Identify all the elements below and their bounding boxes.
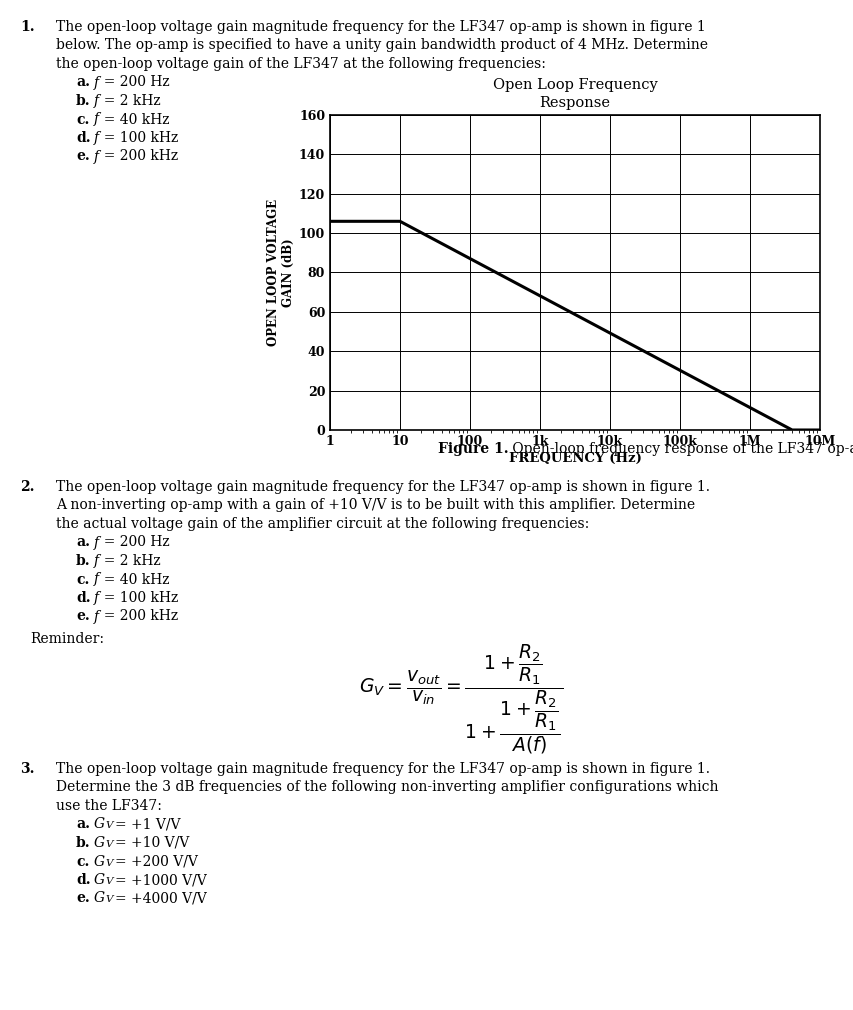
Text: c.: c.	[76, 854, 90, 869]
Text: Determine the 3 dB frequencies of the following non-inverting amplifier configur: Determine the 3 dB frequencies of the fo…	[56, 781, 717, 795]
Text: Open Loop Frequency
Response: Open Loop Frequency Response	[492, 78, 657, 110]
Text: G: G	[94, 836, 105, 850]
Text: c.: c.	[76, 573, 90, 587]
Text: = 200 Hz: = 200 Hz	[101, 535, 170, 549]
Text: = +10 V/V: = +10 V/V	[115, 836, 189, 850]
Text: Figure 1.: Figure 1.	[437, 442, 508, 456]
Text: V: V	[105, 896, 113, 905]
Text: Open-loop frequency response of the LF347 op-amp [1]: Open-loop frequency response of the LF34…	[508, 442, 853, 456]
Text: f: f	[94, 573, 99, 587]
Text: G: G	[94, 892, 105, 906]
Text: f: f	[94, 76, 99, 90]
Text: 2.: 2.	[20, 480, 34, 494]
Text: f: f	[94, 609, 99, 623]
Text: use the LF347:: use the LF347:	[56, 799, 162, 813]
Text: A non-inverting op-amp with a gain of +10 V/V is to be built with this amplifier: A non-inverting op-amp with a gain of +1…	[56, 499, 694, 512]
Text: d.: d.	[76, 131, 90, 145]
Text: Reminder:: Reminder:	[30, 632, 104, 646]
Text: = 2 kHz: = 2 kHz	[101, 554, 160, 568]
Text: = 2 kHz: = 2 kHz	[101, 94, 160, 108]
Text: = 100 kHz: = 100 kHz	[101, 591, 178, 605]
Text: V: V	[105, 821, 113, 830]
Text: V: V	[105, 877, 113, 886]
Text: d.: d.	[76, 591, 90, 605]
Text: a.: a.	[76, 817, 90, 831]
Text: the open-loop voltage gain of the LF347 at the following frequencies:: the open-loop voltage gain of the LF347 …	[56, 57, 545, 71]
Text: = +1 V/V: = +1 V/V	[115, 817, 180, 831]
Text: f: f	[94, 591, 99, 605]
Text: = 200 kHz: = 200 kHz	[101, 149, 178, 164]
Text: = 200 Hz: = 200 Hz	[101, 76, 170, 90]
Text: = 40 kHz: = 40 kHz	[101, 573, 169, 587]
Text: b.: b.	[76, 836, 90, 850]
Text: 3.: 3.	[20, 762, 34, 776]
Text: e.: e.	[76, 892, 90, 906]
Text: f: f	[94, 535, 99, 549]
Text: c.: c.	[76, 112, 90, 126]
Text: = 40 kHz: = 40 kHz	[101, 112, 169, 126]
Text: V: V	[105, 858, 113, 868]
Text: = +4000 V/V: = +4000 V/V	[115, 892, 206, 906]
Text: $G_V = \dfrac{v_{out}}{v_{in}} = \dfrac{1 + \dfrac{R_2}{R_1}}{1 + \dfrac{1 + \df: $G_V = \dfrac{v_{out}}{v_{in}} = \dfrac{…	[359, 642, 562, 755]
Text: = +1000 V/V: = +1000 V/V	[115, 873, 206, 887]
Text: G: G	[94, 817, 105, 831]
Text: a.: a.	[76, 76, 90, 90]
Text: f: f	[94, 149, 99, 164]
X-axis label: FREQUENCY (Hz): FREQUENCY (Hz)	[508, 452, 641, 465]
Text: b.: b.	[76, 94, 90, 108]
Text: e.: e.	[76, 609, 90, 623]
Text: f: f	[94, 131, 99, 145]
Text: f: f	[94, 554, 99, 568]
Text: the actual voltage gain of the amplifier circuit at the following frequencies:: the actual voltage gain of the amplifier…	[56, 517, 589, 531]
Text: e.: e.	[76, 149, 90, 164]
Text: The open-loop voltage gain magnitude frequency for the LF347 op-amp is shown in : The open-loop voltage gain magnitude fre…	[56, 20, 705, 34]
Text: V: V	[105, 840, 113, 849]
Text: b.: b.	[76, 554, 90, 568]
Text: below. The op-amp is specified to have a unity gain bandwidth product of 4 MHz. : below. The op-amp is specified to have a…	[56, 38, 707, 53]
Text: a.: a.	[76, 535, 90, 549]
Text: f: f	[94, 112, 99, 126]
Text: = +200 V/V: = +200 V/V	[115, 854, 198, 869]
Text: d.: d.	[76, 873, 90, 887]
Text: G: G	[94, 854, 105, 869]
Text: G: G	[94, 873, 105, 887]
Text: = 200 kHz: = 200 kHz	[101, 609, 178, 623]
Text: = 100 kHz: = 100 kHz	[101, 131, 178, 145]
Text: 1.: 1.	[20, 20, 35, 34]
Text: The open-loop voltage gain magnitude frequency for the LF347 op-amp is shown in : The open-loop voltage gain magnitude fre…	[56, 762, 709, 776]
Y-axis label: OPEN LOOP VOLTAGE
GAIN (dB): OPEN LOOP VOLTAGE GAIN (dB)	[266, 199, 294, 346]
Text: The open-loop voltage gain magnitude frequency for the LF347 op-amp is shown in : The open-loop voltage gain magnitude fre…	[56, 480, 709, 494]
Text: f: f	[94, 94, 99, 108]
